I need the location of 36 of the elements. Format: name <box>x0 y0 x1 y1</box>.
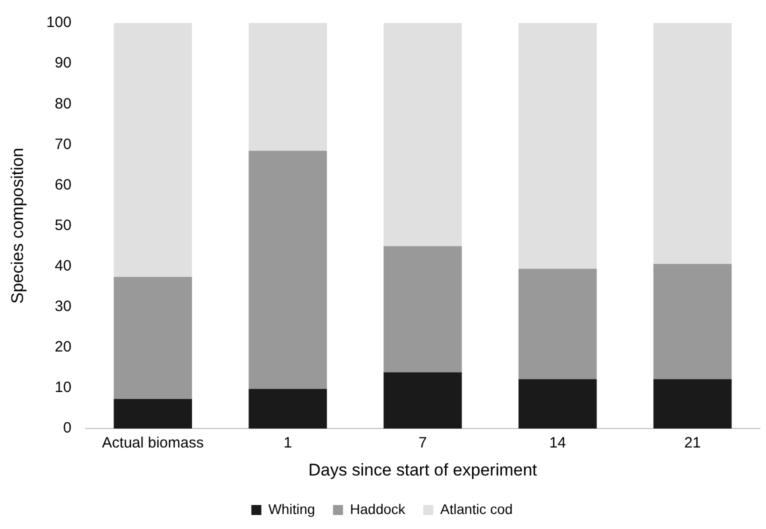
x-tick-label: 21 <box>684 434 701 452</box>
x-tick-label: 7 <box>418 434 427 452</box>
y-tick-label: 90 <box>54 54 72 72</box>
bar <box>114 398 192 429</box>
y-tick-label: 60 <box>54 176 72 194</box>
x-tick-label: 1 <box>284 434 292 452</box>
y-tick-label: 100 <box>46 14 72 32</box>
bar <box>518 23 597 269</box>
y-tick-label: 20 <box>54 338 72 356</box>
y-tick-label: 50 <box>54 216 72 234</box>
y-tick-label: 40 <box>54 258 72 274</box>
y-tick-label: 10 <box>54 379 72 396</box>
legend-label: Haddock <box>350 500 406 517</box>
bar <box>518 268 597 380</box>
legend-label: Atlantic cod <box>440 500 513 517</box>
bar <box>384 372 462 429</box>
bar <box>114 23 192 277</box>
y-tick-label: 80 <box>54 95 72 112</box>
bar <box>653 264 732 380</box>
legend-label: Whiting <box>268 500 316 517</box>
bar <box>248 388 327 429</box>
bar <box>248 23 327 151</box>
y-tick-label: 70 <box>54 136 72 153</box>
bar <box>384 23 462 246</box>
x-tick-label: 14 <box>549 434 566 452</box>
x-axis-title: Days since start of experiment <box>308 460 538 480</box>
y-tick-label: 0 <box>63 420 72 437</box>
bar <box>384 246 462 372</box>
bar <box>653 379 732 429</box>
x-tick-label: Actual biomass <box>102 434 204 452</box>
y-axis-title: Species composition <box>8 148 27 304</box>
bar <box>248 150 327 389</box>
y-tick-label: 30 <box>54 298 72 316</box>
bar <box>653 23 732 264</box>
bar <box>114 276 192 399</box>
bar <box>518 379 597 429</box>
